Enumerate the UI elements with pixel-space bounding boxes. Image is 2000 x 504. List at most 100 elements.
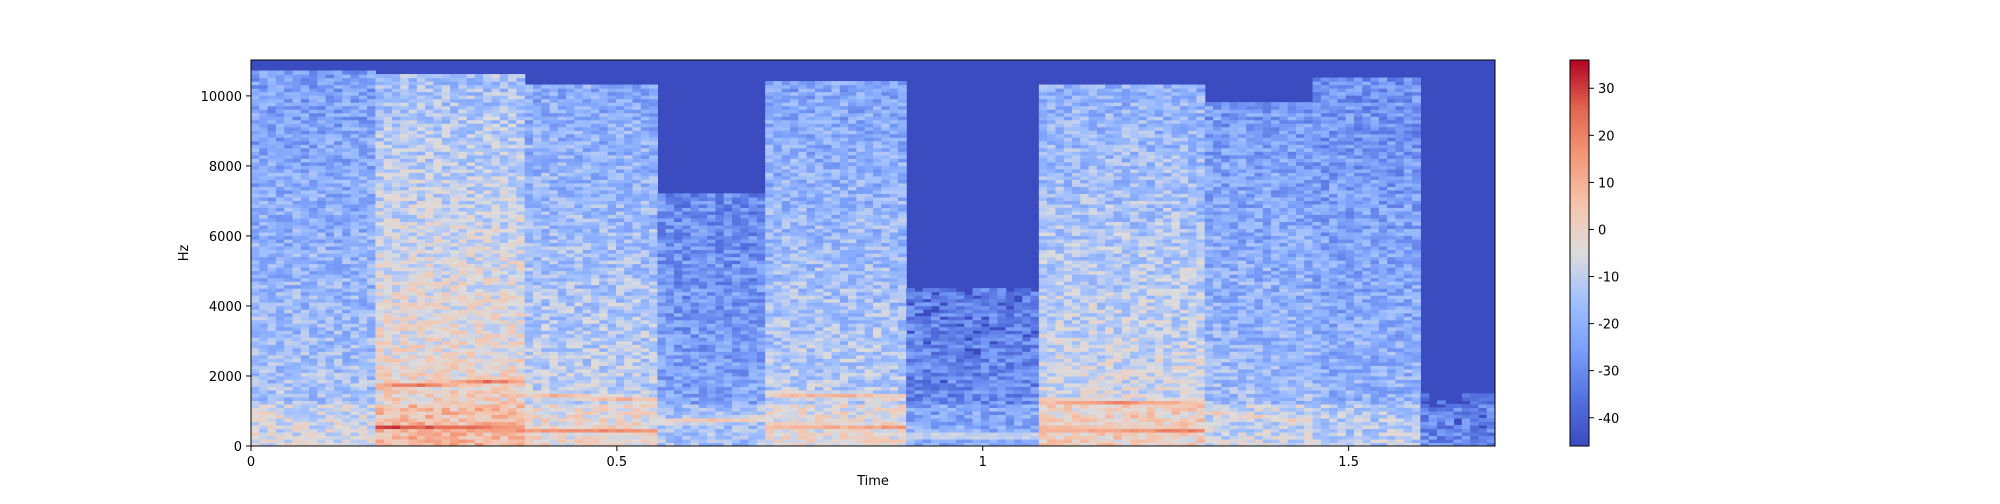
spectrogram-cell: [591, 438, 600, 444]
spectrogram-cell: [309, 214, 318, 219]
spectrogram-cell: [483, 256, 493, 261]
spectrogram-cell: [333, 95, 343, 100]
spectrogram-cell: [251, 77, 260, 82]
spectrogram-cell: [466, 256, 476, 261]
spectrogram-cell: [275, 186, 285, 191]
spectrogram-cell: [557, 105, 567, 110]
spectrogram-cell: [624, 242, 634, 247]
spectrogram-cell: [532, 189, 542, 194]
spectrogram-cell: [640, 424, 650, 430]
spectrogram-cell: [425, 354, 435, 359]
spectrogram-cell: [333, 91, 343, 96]
spectrogram-cell: [566, 98, 576, 103]
spectrogram-cell: [317, 277, 327, 282]
spectrogram-cell: [317, 189, 327, 194]
spectrogram-cell: [549, 119, 559, 124]
spectrogram-cell: [400, 95, 410, 100]
spectrogram-cell: [499, 330, 509, 335]
spectrogram-cell: [375, 165, 385, 170]
spectrogram-cell: [300, 284, 310, 289]
spectrogram-cell: [549, 154, 559, 159]
spectrogram-cell: [259, 189, 269, 194]
spectrogram-cell: [516, 281, 526, 286]
spectrogram-cell: [491, 424, 501, 430]
spectrogram-cell: [300, 221, 310, 226]
spectrogram-cell: [566, 144, 576, 149]
spectrogram-cell: [375, 154, 385, 159]
spectrogram-cell: [458, 186, 468, 191]
spectrogram-cell: [516, 435, 526, 440]
spectrogram-cell: [425, 98, 435, 103]
spectrogram-cell: [582, 270, 592, 275]
spectrogram-cell: [400, 354, 410, 359]
spectrogram-cell: [491, 298, 501, 303]
spectrogram-cell: [615, 375, 625, 380]
spectrogram-cell: [458, 172, 468, 177]
spectrogram-cell: [458, 312, 468, 317]
spectrogram-cell: [358, 396, 368, 401]
spectrogram-cell: [425, 168, 435, 173]
spectrogram-cell: [416, 147, 426, 152]
spectrogram-cell: [433, 330, 443, 335]
spectrogram-cell: [317, 95, 327, 100]
spectrogram-cell: [292, 74, 302, 79]
spectrogram-cell: [350, 193, 360, 198]
spectrogram-cell: [450, 354, 459, 359]
spectrogram-cell: [416, 270, 426, 275]
spectrogram-cell: [267, 116, 277, 121]
spectrogram-cell: [483, 161, 493, 166]
spectrogram-cell: [259, 81, 269, 86]
spectrogram-cell: [483, 295, 493, 300]
spectrogram-cell: [466, 347, 476, 352]
spectrogram-cell: [367, 277, 376, 282]
spectrogram-cell: [474, 158, 484, 163]
spectrogram-cell: [284, 337, 294, 342]
spectrogram-cell: [284, 116, 294, 121]
spectrogram-cell: [367, 291, 376, 296]
spectrogram-cell: [624, 330, 634, 335]
spectrogram-cell: [433, 358, 443, 363]
spectrogram-cell: [582, 414, 592, 419]
spectrogram-cell: [267, 393, 277, 398]
spectrogram-cell: [425, 154, 435, 159]
spectrogram-cell: [441, 140, 451, 145]
spectrogram-cell: [541, 231, 551, 237]
spectrogram-cell: [582, 144, 592, 149]
spectrogram-cell: [441, 95, 451, 100]
spectrogram-cell: [508, 442, 517, 446]
spectrogram-cell: [350, 256, 360, 261]
spectrogram-cell: [342, 372, 352, 377]
spectrogram-cell: [474, 214, 484, 219]
spectrogram-cell: [300, 109, 310, 114]
spectrogram-cell: [300, 340, 310, 345]
spectrogram-cell: [259, 214, 269, 219]
spectrogram-cell: [275, 400, 285, 405]
spectrogram-cell: [466, 291, 476, 296]
spectrogram-cell: [582, 196, 592, 201]
spectrogram-cell: [591, 119, 600, 124]
spectrogram-cell: [350, 210, 360, 215]
spectrogram-cell: [416, 130, 426, 135]
spectrogram-cell: [358, 102, 368, 107]
spectrogram-cell: [251, 210, 260, 215]
spectrogram-cell: [358, 119, 368, 124]
spectrogram-cell: [333, 224, 343, 230]
spectrogram-cell: [309, 312, 318, 317]
spectrogram-cell: [433, 403, 443, 408]
spectrogram-cell: [251, 424, 260, 430]
spectrogram-cell: [582, 302, 592, 307]
spectrogram-cell: [292, 133, 302, 138]
spectrogram-cell: [425, 84, 435, 89]
spectrogram-cell: [532, 161, 542, 166]
spectrogram-cell: [408, 435, 418, 440]
spectrogram-cell: [358, 203, 368, 208]
spectrogram-cell: [317, 354, 327, 359]
spectrogram-cell: [599, 379, 609, 384]
spectrogram-cell: [416, 319, 426, 324]
spectrogram-cell: [251, 207, 260, 212]
spectrogram-cell: [632, 203, 642, 208]
spectrogram-cell: [292, 414, 302, 419]
spectrogram-cell: [425, 95, 435, 100]
spectrogram-cell: [383, 368, 393, 373]
spectrogram-cell: [532, 414, 542, 419]
